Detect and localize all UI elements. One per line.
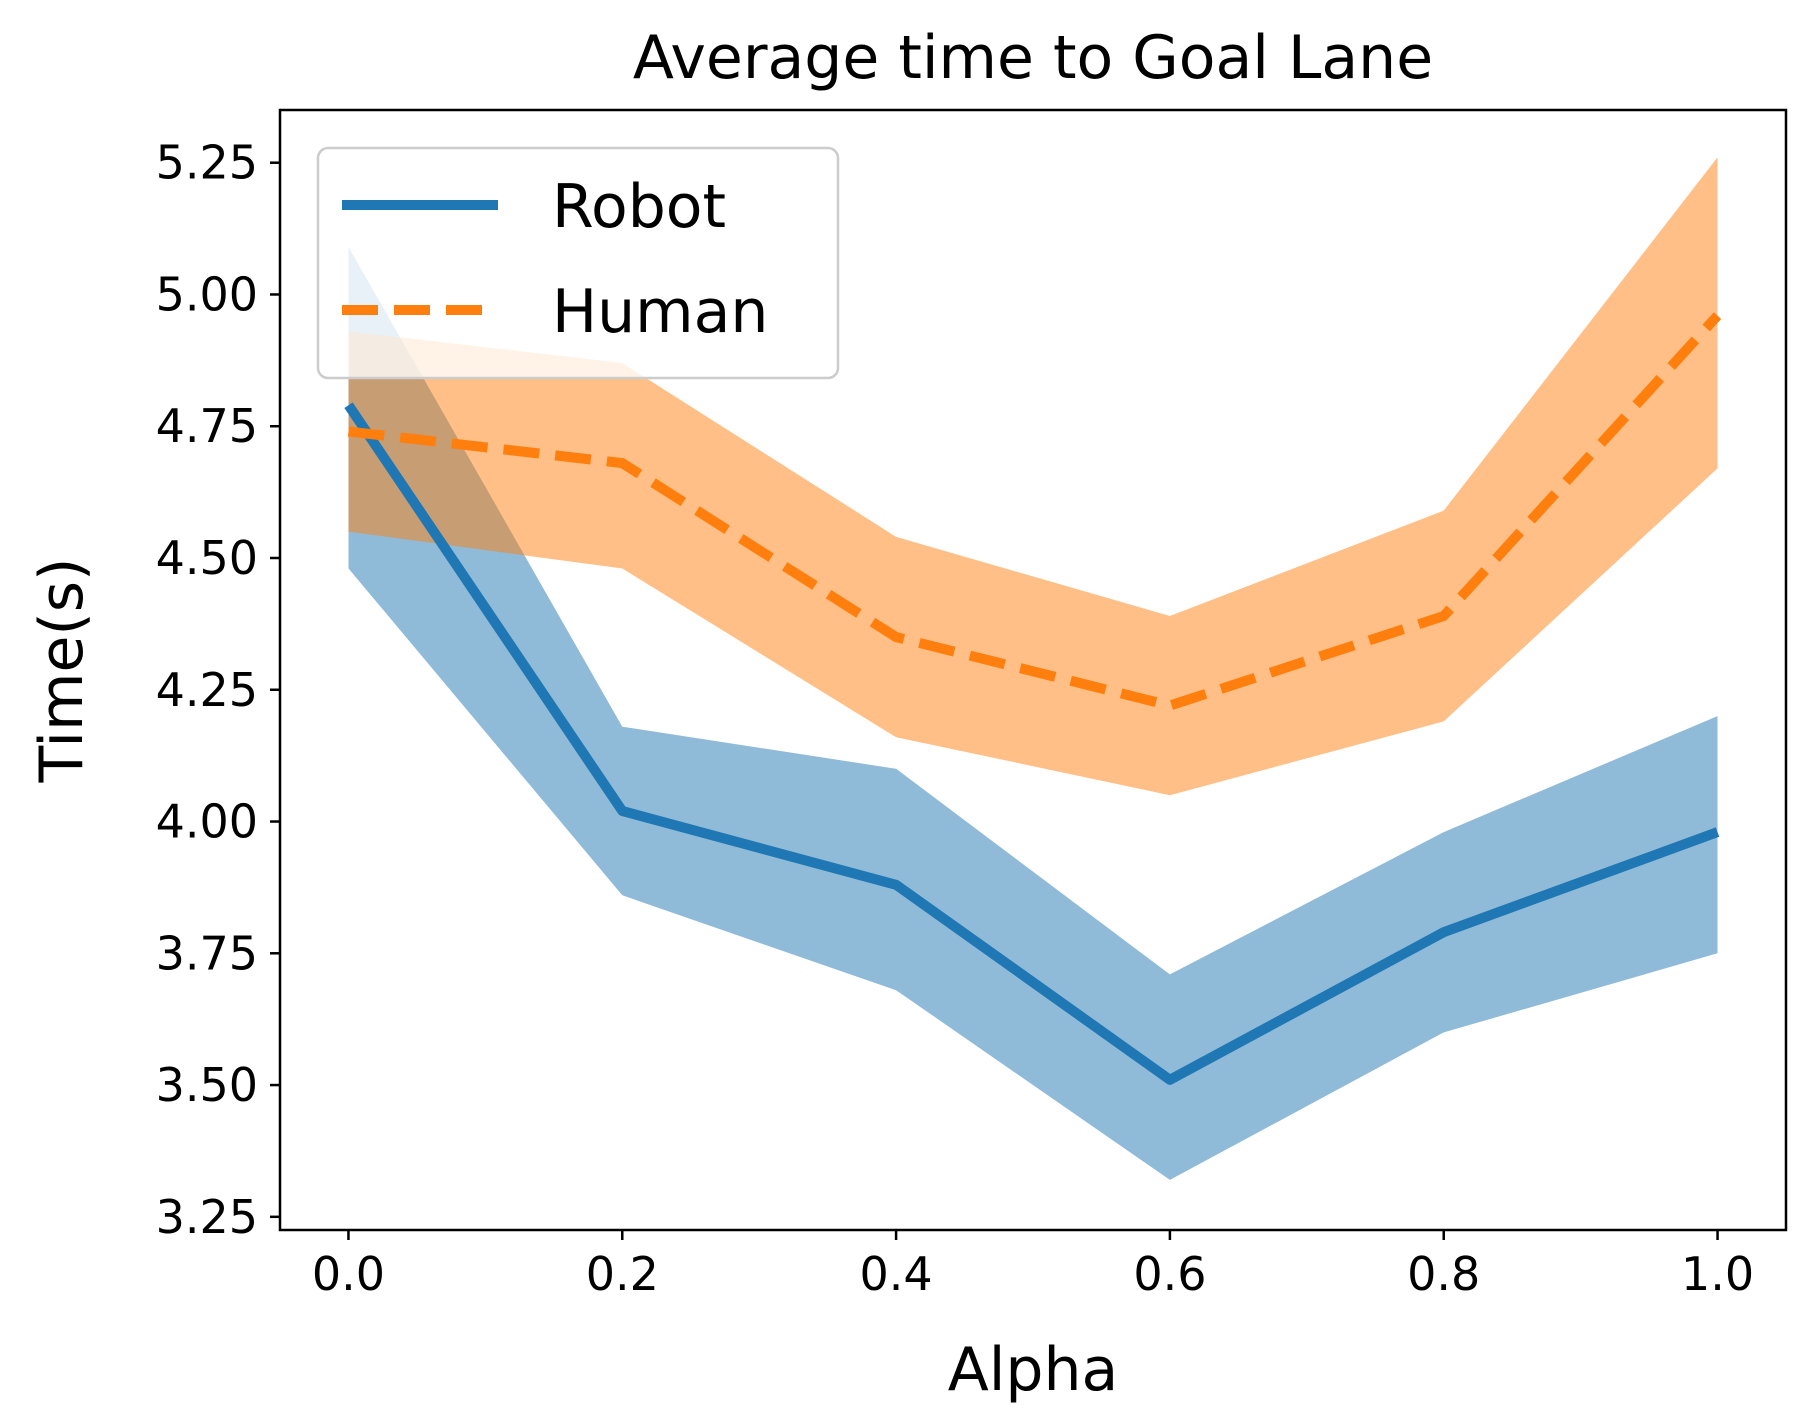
y-tick-label: 4.25 bbox=[156, 663, 258, 717]
plot-area-frame bbox=[278, 108, 1788, 1232]
x-tick-label: 0.4 bbox=[860, 1247, 933, 1301]
y-axis-ticks: 3.25 3.50 3.75 4.00 4.25 4.50 4.75 5.00 5.25 bbox=[156, 136, 280, 1244]
x-tick-label: 1.0 bbox=[1681, 1247, 1754, 1301]
y-tick-label: 4.50 bbox=[156, 531, 258, 585]
x-tick-label: 0.2 bbox=[586, 1247, 659, 1301]
x-tick-label: 0.8 bbox=[1407, 1247, 1480, 1301]
robot-line bbox=[344, 402, 1720, 1085]
legend-label-robot: Robot bbox=[552, 172, 726, 242]
x-axis-label: Alpha bbox=[948, 1335, 1119, 1405]
y-tick-label: 4.75 bbox=[156, 399, 258, 453]
y-tick-label: 4.00 bbox=[156, 795, 258, 849]
legend: Robot Human bbox=[316, 146, 840, 380]
series-lines bbox=[344, 312, 1722, 1085]
chart-title: Average time to Goal Lane bbox=[633, 23, 1433, 93]
x-tick-label: 0.0 bbox=[312, 1247, 385, 1301]
y-axis-label: Time(s) bbox=[27, 558, 97, 784]
y-tick-label: 3.50 bbox=[156, 1058, 258, 1112]
y-tick-label: 5.00 bbox=[156, 267, 258, 321]
x-axis-ticks: 0.0 0.2 0.4 0.6 0.8 1.0 bbox=[312, 1230, 1754, 1301]
y-tick-label: 3.75 bbox=[156, 926, 258, 980]
y-tick-label: 3.25 bbox=[156, 1190, 258, 1244]
human-line bbox=[347, 312, 1722, 711]
x-tick-label: 0.6 bbox=[1133, 1247, 1206, 1301]
y-tick-label: 5.25 bbox=[156, 136, 258, 190]
legend-label-human: Human bbox=[552, 277, 768, 347]
robot-band bbox=[348, 247, 1718, 1180]
